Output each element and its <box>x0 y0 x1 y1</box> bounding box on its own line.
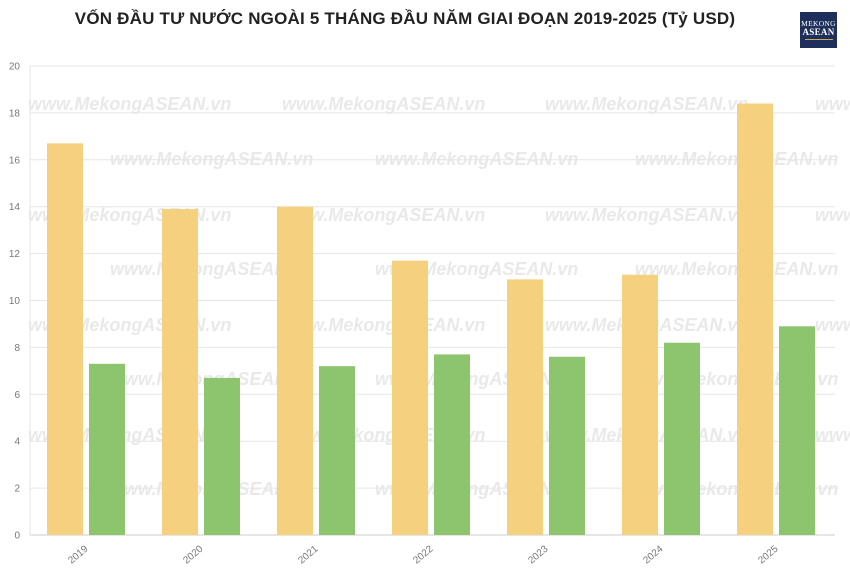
watermark-text: www.MekongASEAN.vn <box>545 94 748 114</box>
gridlines <box>29 65 835 536</box>
bar-series-1-2019 <box>47 143 83 535</box>
y-tick-label: 14 <box>9 202 21 213</box>
y-tick-label: 18 <box>9 108 21 119</box>
x-tick-label: 2022 <box>411 543 435 566</box>
bars <box>47 103 815 536</box>
watermark-text: www.MekongASEAN.vn <box>282 205 485 225</box>
x-tick-label: 2024 <box>641 543 665 566</box>
bar-series-2-2020 <box>204 377 240 535</box>
y-axis-ticks: 0 2 4 6 8 10 12 14 16 18 20 <box>9 62 21 542</box>
y-tick-label: 12 <box>9 249 21 260</box>
x-tick-label: 2020 <box>181 543 205 566</box>
watermark-text: www.MekongASEAN.vn <box>815 94 850 114</box>
logo-text-top: MEKONG <box>801 18 836 28</box>
watermark-text: www.MekongASEAN.vn <box>545 205 748 225</box>
bar-series-2-2022 <box>434 354 470 535</box>
watermark-text: www.MekongASEAN.vn <box>375 149 578 169</box>
watermark-text: www.MekongASEAN.vn <box>815 315 850 335</box>
y-tick-label: 4 <box>14 437 20 448</box>
x-tick-label: 2021 <box>296 543 320 566</box>
watermark-text: www.MekongASEAN.vn <box>815 425 850 445</box>
bar-series-1-2024 <box>622 274 658 535</box>
bar-series-2-2025 <box>779 326 815 535</box>
watermark-text: www.MekongASEAN.vn <box>282 94 485 114</box>
x-tick-label: 2023 <box>526 543 550 566</box>
y-tick-label: 8 <box>14 343 20 354</box>
y-tick-label: 16 <box>9 155 21 166</box>
watermark-text: www.MekongASEAN.vn <box>635 259 838 279</box>
logo-rule <box>804 39 833 41</box>
chart-title: VỐN ĐẦU TƯ NƯỚC NGOÀI 5 THÁNG ĐẦU NĂM GI… <box>74 9 736 28</box>
y-tick-label: 0 <box>14 531 20 542</box>
watermark-text: www.MekongASEAN.vn <box>815 205 850 225</box>
bar-series-2-2019 <box>89 363 125 535</box>
y-tick-label: 20 <box>9 62 21 73</box>
y-tick-label: 6 <box>14 390 20 401</box>
logo-text-bottom: ASEAN <box>802 27 835 38</box>
bar-series-1-2021 <box>277 206 313 535</box>
bar-series-2-2023 <box>549 356 585 535</box>
y-tick-label: 10 <box>9 296 21 307</box>
bar-series-1-2023 <box>507 279 543 535</box>
x-tick-label: 2025 <box>756 543 780 566</box>
bar-series-2-2021 <box>319 366 355 535</box>
x-axis-ticks: 2019 2020 2021 2022 2023 2024 2025 <box>66 543 780 566</box>
mekong-asean-logo: MEKONG ASEAN <box>800 12 837 48</box>
watermark-text: www.MekongASEAN.vn <box>635 149 838 169</box>
y-tick-label: 2 <box>14 484 20 495</box>
x-tick-label: 2019 <box>66 543 90 566</box>
bar-series-1-2025 <box>737 103 773 536</box>
watermark-text: www.MekongASEAN.vn <box>28 94 231 114</box>
watermark-text: www.MekongASEAN.vn <box>110 149 313 169</box>
watermark-text: www.MekongASEAN.vn <box>110 259 313 279</box>
bar-series-2-2024 <box>664 342 700 535</box>
bar-series-1-2020 <box>162 209 198 536</box>
bar-series-1-2022 <box>392 260 428 535</box>
watermark-text: www.MekongASEAN.vn <box>282 315 485 335</box>
